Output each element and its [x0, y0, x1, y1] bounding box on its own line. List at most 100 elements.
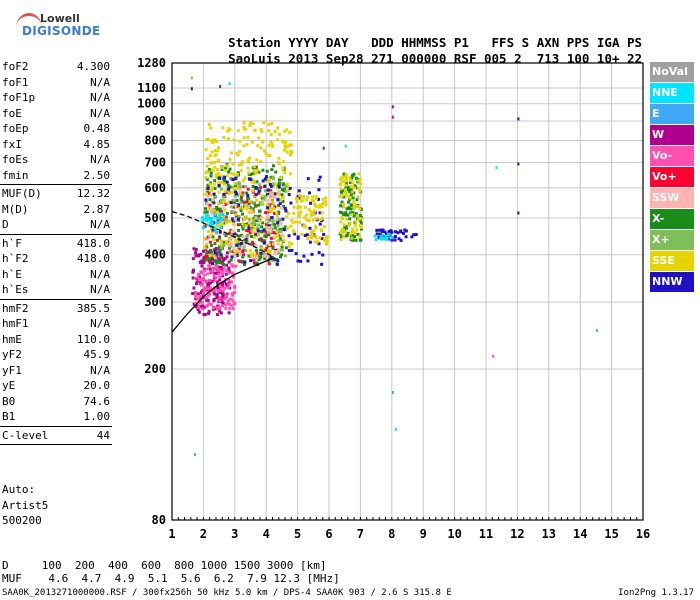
data-point — [277, 190, 281, 194]
data-point — [267, 259, 271, 263]
data-point — [204, 148, 208, 152]
data-point — [320, 262, 324, 266]
data-point — [281, 217, 285, 221]
data-point — [239, 185, 243, 189]
data-point — [318, 175, 322, 179]
data-point — [209, 219, 213, 223]
data-point — [285, 150, 289, 154]
data-point — [197, 305, 201, 309]
data-point — [350, 175, 354, 179]
data-point — [192, 247, 196, 251]
param-key: B0 — [2, 394, 16, 408]
data-point — [238, 205, 242, 209]
header-values: SaoLuis 2013 Sep28 271 000000 RSF 005 2 … — [213, 36, 642, 66]
data-point — [223, 208, 227, 212]
data-point — [205, 304, 209, 308]
data-point — [228, 250, 232, 254]
header-value: 2013 — [288, 51, 319, 66]
data-point — [194, 247, 198, 251]
data-point — [324, 203, 328, 207]
data-point — [196, 273, 200, 277]
data-point — [226, 242, 230, 246]
data-point — [265, 178, 269, 182]
data-point — [233, 290, 237, 294]
data-point — [350, 212, 354, 216]
data-point — [218, 230, 222, 234]
data-point — [412, 233, 416, 237]
data-point — [284, 139, 288, 143]
data-point — [287, 234, 291, 238]
data-point — [343, 230, 347, 234]
data-point — [228, 243, 232, 247]
data-point — [270, 207, 274, 211]
data-point — [269, 184, 273, 188]
data-point — [284, 145, 288, 149]
data-point — [378, 232, 382, 236]
y-tick-label: 500 — [144, 211, 166, 225]
data-point — [271, 202, 275, 206]
data-point — [247, 241, 251, 245]
data-point — [381, 237, 385, 241]
data-point — [224, 202, 228, 206]
data-point — [228, 219, 232, 223]
data-point — [263, 254, 267, 258]
data-point — [271, 219, 275, 223]
data-point — [250, 140, 254, 144]
data-point — [222, 240, 226, 244]
data-point — [267, 177, 271, 181]
data-point — [352, 186, 356, 190]
data-point — [254, 185, 258, 189]
data-point — [237, 181, 241, 185]
data-point — [298, 193, 302, 197]
data-point — [224, 169, 228, 173]
data-point — [195, 305, 199, 309]
data-point — [262, 239, 266, 243]
data-point — [241, 227, 245, 231]
data-point — [197, 310, 201, 314]
data-point — [204, 254, 208, 258]
data-point — [269, 229, 273, 233]
data-point — [414, 232, 418, 236]
data-point — [246, 158, 250, 162]
data-point — [209, 227, 213, 231]
data-point — [238, 259, 242, 263]
data-point — [204, 207, 208, 211]
data-point — [250, 228, 254, 232]
data-point — [221, 301, 225, 305]
data-point — [351, 196, 355, 200]
param-row: B0 74.6 — [0, 394, 112, 410]
data-point — [210, 212, 214, 216]
data-point — [212, 259, 216, 263]
data-point — [233, 182, 237, 186]
param-value: 2.50 — [83, 168, 111, 182]
data-point — [273, 223, 277, 227]
param-value: 110.0 — [76, 332, 110, 346]
data-point — [265, 175, 269, 179]
data-point — [248, 231, 252, 235]
data-point — [247, 210, 251, 214]
data-point — [227, 170, 231, 174]
data-point — [209, 174, 213, 178]
data-point — [345, 188, 349, 192]
data-point — [255, 219, 259, 223]
data-point — [248, 205, 252, 209]
data-point — [217, 181, 221, 185]
data-point — [272, 177, 276, 181]
data-point — [266, 249, 270, 253]
data-point — [225, 284, 229, 288]
data-point — [240, 259, 244, 263]
data-point — [232, 200, 236, 204]
data-point — [311, 230, 315, 234]
data-point — [215, 139, 219, 143]
data-point — [211, 228, 215, 232]
data-point — [356, 232, 360, 236]
data-point — [226, 299, 230, 303]
data-point — [225, 174, 229, 178]
data-point — [208, 217, 212, 221]
data-point — [351, 227, 355, 231]
data-point — [267, 180, 271, 184]
data-point — [310, 198, 314, 202]
data-point — [252, 165, 256, 169]
y-tick-label: 80 — [152, 513, 166, 527]
data-point — [248, 121, 252, 125]
